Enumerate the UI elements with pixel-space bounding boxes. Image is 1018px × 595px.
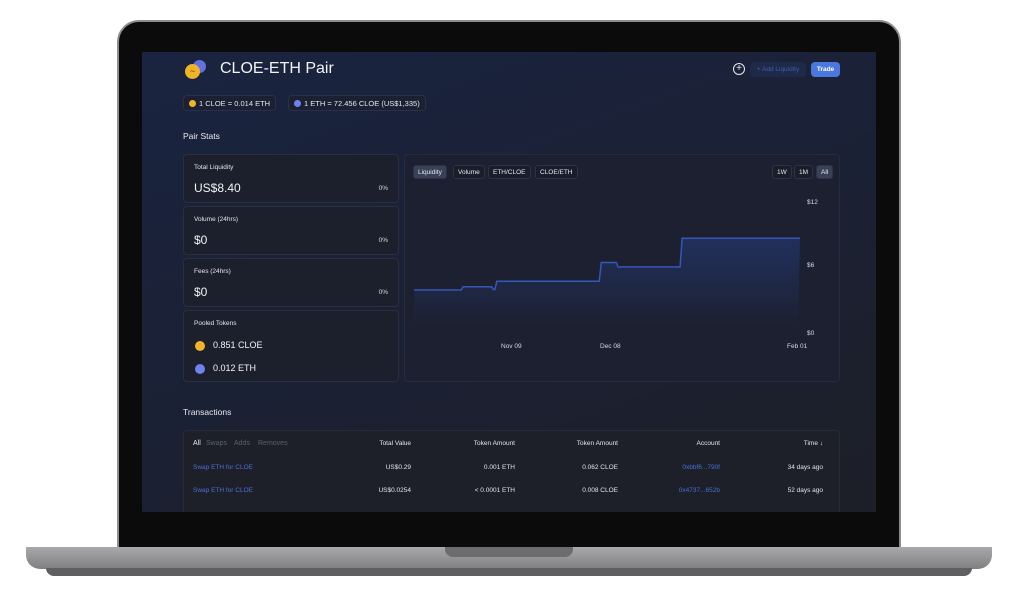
cloe-token-icon [195, 341, 205, 351]
pooled-tokens-card: Pooled Tokens 0.851 CLOE 0.012 ETH [183, 310, 399, 382]
y-tick-label: $0 [807, 330, 815, 337]
total-liquidity-card: Total Liquidity US$8.40 0% [183, 154, 399, 203]
laptop-base-foot [46, 568, 972, 576]
price-pill-cloe: 1 CLOE = 0.014 ETH [183, 95, 277, 111]
column-header-time[interactable]: Time ↓ [803, 440, 823, 447]
volume-label: Volume (24hrs) [194, 216, 239, 223]
time-cell: 34 days ago [787, 464, 823, 471]
transactions-heading: Transactions [183, 407, 232, 417]
trade-button[interactable]: Trade [811, 62, 840, 77]
transaction-link[interactable]: Swap ETH for CLOE [193, 464, 253, 471]
x-tick-label: Nov 09 [501, 343, 522, 350]
pooled-eth-amount: 0.012 ETH [213, 363, 257, 373]
pair-stats-heading: Pair Stats [183, 131, 220, 141]
tab-cloe-eth[interactable]: CLOE/ETH [535, 165, 578, 179]
token-amount-cell: < 0.0001 ETH [474, 487, 515, 494]
volume-value: $0 [194, 233, 208, 247]
fees-change: 0% [378, 289, 388, 296]
total-liquidity-label: Total Liquidity [194, 164, 234, 171]
eth-token-icon [195, 364, 205, 374]
plus-circle-icon[interactable]: + [733, 63, 745, 75]
total-liquidity-value: US$8.40 [194, 181, 241, 195]
account-link[interactable]: 0xbbf6...790f [682, 464, 720, 471]
app-screen: ~ CLOE-ETH Pair + + Add Liquidity Trade … [142, 52, 876, 512]
liquidity-line [414, 237, 800, 291]
laptop-notch [445, 547, 573, 557]
chart-panel: Liquidity Volume ETH/CLOE CLOE/ETH 1W 1M… [404, 154, 840, 382]
transaction-link[interactable]: Swap ETH for CLOE [193, 487, 253, 494]
price-cloe-text: 1 CLOE = 0.014 ETH [199, 98, 271, 108]
account-link[interactable]: 0x4737...652b [678, 487, 720, 494]
total-liquidity-change: 0% [378, 185, 388, 192]
token-amount-cell: 0.008 CLOE [582, 487, 618, 494]
tab-volume[interactable]: Volume [453, 165, 485, 179]
range-all[interactable]: All [816, 165, 834, 179]
column-header-token-amount[interactable]: Token Amount [473, 440, 515, 447]
token-pair-icon: ~ [185, 60, 207, 80]
column-header-token-amount[interactable]: Token Amount [576, 440, 618, 447]
liquidity-area [414, 238, 800, 328]
filter-adds[interactable]: Adds [234, 440, 250, 447]
pooled-cloe-amount: 0.851 CLOE [213, 340, 263, 350]
y-tick-label: $12 [807, 199, 818, 206]
fees-label: Fees (24hrs) [194, 268, 231, 275]
tab-eth-cloe[interactable]: ETH/CLOE [488, 165, 531, 179]
token-amount-cell: 0.062 CLOE [582, 464, 618, 471]
x-tick-label: Feb 01 [787, 343, 808, 350]
volume-change: 0% [378, 237, 388, 244]
add-liquidity-button[interactable]: + Add Liquidity [750, 62, 806, 77]
column-header-total-value[interactable]: Total Value [379, 440, 411, 447]
range-1w[interactable]: 1W [772, 165, 792, 179]
filter-all[interactable]: All [193, 440, 201, 447]
column-header-account[interactable]: Account [696, 440, 721, 447]
pooled-tokens-label: Pooled Tokens [194, 320, 237, 327]
laptop-base [26, 547, 992, 569]
range-1m[interactable]: 1M [794, 165, 814, 179]
fees-value: $0 [194, 285, 208, 299]
transactions-table: All Swaps Adds Removes Total Value Token… [183, 430, 840, 512]
total-value-cell: US$0.0254 [378, 487, 411, 494]
fees-card: Fees (24hrs) $0 0% [183, 258, 399, 307]
eth-token-icon [294, 99, 301, 107]
cloe-token-icon [189, 99, 196, 107]
volume-card: Volume (24hrs) $0 0% [183, 206, 399, 255]
liquidity-chart [414, 237, 800, 328]
price-eth-text: 1 ETH = 72.456 CLOE (US$1,335) [304, 98, 420, 108]
filter-swaps[interactable]: Swaps [206, 440, 228, 447]
x-tick-label: Dec 08 [600, 343, 621, 350]
y-tick-label: $6 [807, 262, 815, 269]
page-title: CLOE-ETH Pair [220, 60, 334, 77]
tab-liquidity[interactable]: Liquidity [413, 165, 447, 179]
token-amount-cell: 0.001 ETH [483, 464, 515, 471]
price-pill-eth: 1 ETH = 72.456 CLOE (US$1,335) [288, 95, 426, 111]
time-cell: 52 days ago [787, 487, 823, 494]
filter-removes[interactable]: Removes [258, 440, 288, 447]
total-value-cell: US$0.29 [385, 464, 411, 471]
